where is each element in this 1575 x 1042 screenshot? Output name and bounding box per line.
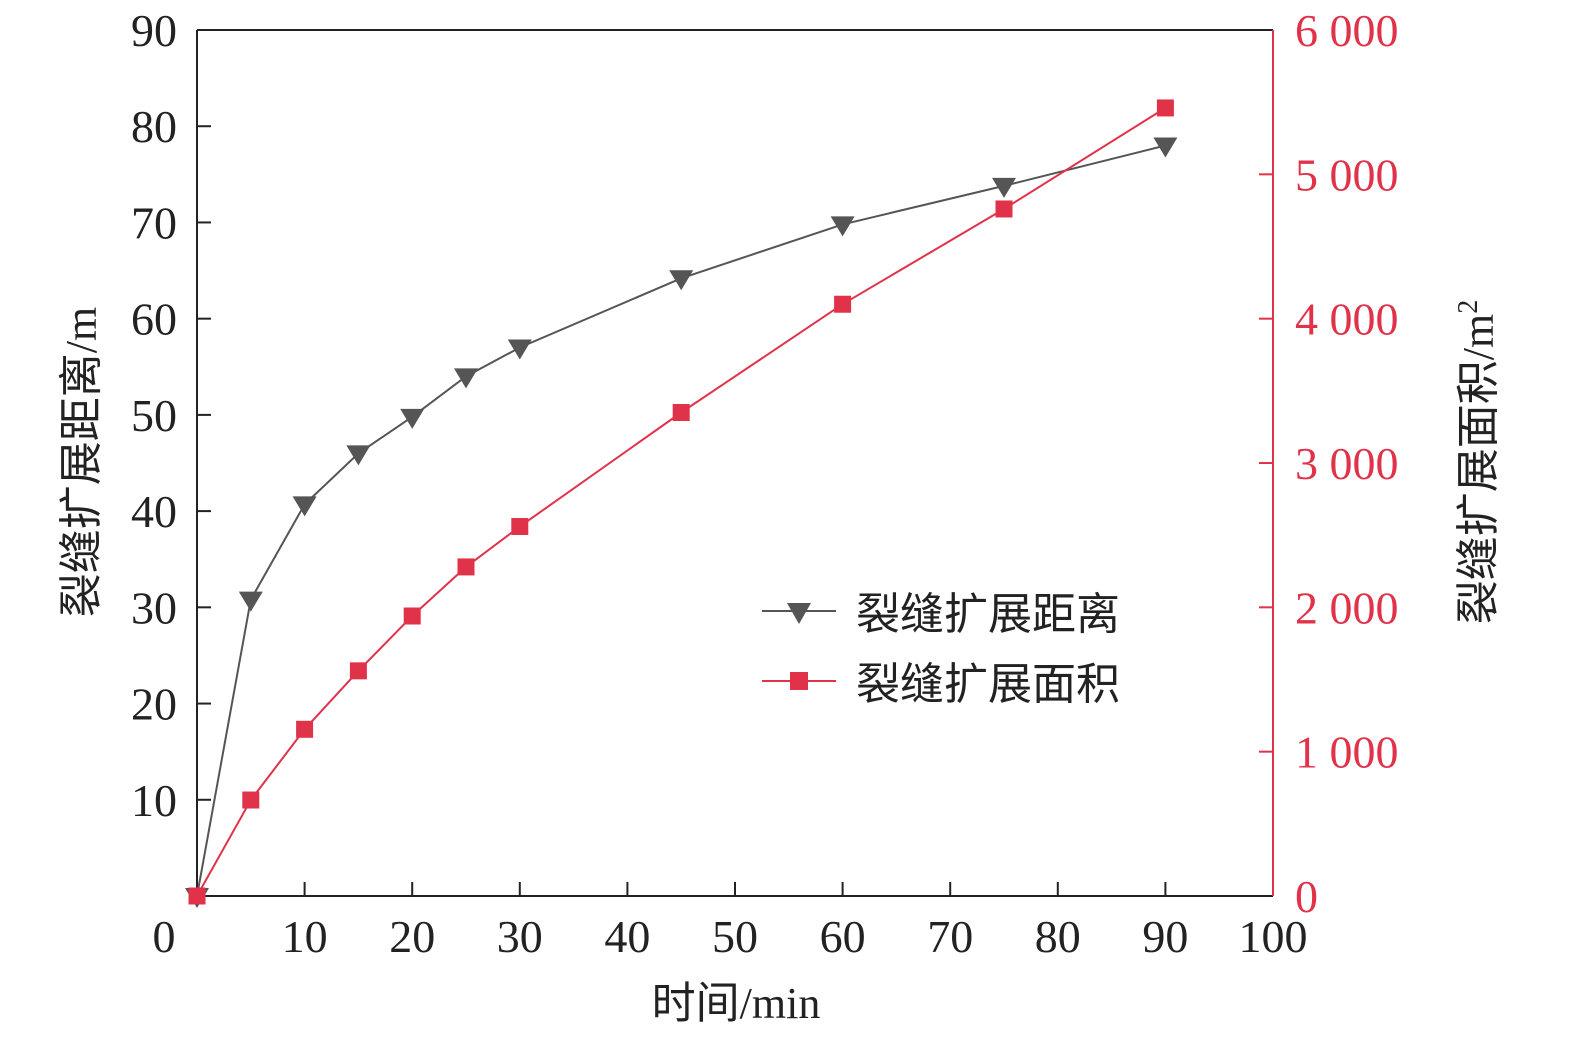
y-right-tick-label: 3 000: [1295, 438, 1399, 489]
y-left-tick-label: 80: [131, 101, 177, 152]
y-axis-right-title-text: 裂缝扩展面积/m: [1454, 314, 1503, 624]
y-left-tick-label: 40: [131, 486, 177, 537]
series-point-area: [403, 607, 421, 625]
series-point-area: [457, 558, 475, 576]
series-point-distance: [400, 408, 425, 429]
x-tick-label: 60: [820, 911, 866, 962]
y-left-tick-label: 50: [131, 390, 177, 441]
series-line-1: [196, 107, 1166, 897]
series-point-area: [834, 295, 852, 313]
x-tick-label: 10: [282, 911, 328, 962]
legend-item-distance: 裂缝扩展距离: [762, 590, 1120, 639]
x-tick-label: 30: [497, 911, 543, 962]
y-left-tick-label: 30: [131, 582, 177, 633]
y-right-tick-label: 0: [1295, 871, 1318, 922]
series-point-distance: [238, 591, 263, 612]
y-left-tick-label: 70: [131, 197, 177, 248]
series-point-distance: [992, 177, 1016, 198]
legend-label-distance: 裂缝扩展距离: [856, 590, 1120, 639]
x-tick-label: 0: [153, 911, 176, 962]
series-layer: [185, 99, 1178, 908]
x-tick-label: 90: [1142, 911, 1188, 962]
y-left-tick-label: 10: [131, 775, 177, 826]
x-tick-label: 50: [712, 911, 758, 962]
series-point-area: [995, 200, 1013, 218]
x-axis-title: 时间/min: [652, 979, 821, 1028]
series-point-area: [242, 791, 260, 809]
series-point-area: [349, 662, 367, 680]
series-point-distance: [830, 216, 855, 237]
legend: 裂缝扩展距离 裂缝扩展面积: [762, 590, 1120, 709]
x-tick-label: 70: [927, 911, 973, 962]
x-tick-label: 40: [604, 911, 650, 962]
series-point-area: [1156, 99, 1174, 117]
series-point-distance: [454, 368, 478, 389]
series-point-area: [188, 887, 206, 905]
series-point-distance: [1153, 137, 1178, 158]
series-line-0: [196, 144, 1166, 897]
y-left-tick-label: 90: [131, 5, 177, 56]
y-right-tick-label: 1 000: [1295, 727, 1399, 778]
y-right-tick-label: 2 000: [1295, 582, 1399, 633]
x-tick-label: 80: [1035, 911, 1081, 962]
y-right-tick-label: 5 000: [1295, 149, 1399, 200]
y-axis-right-title-sup: 2: [1453, 300, 1484, 314]
series-point-area: [511, 518, 529, 536]
y-axis-left-title: 裂缝扩展距离/m: [57, 307, 106, 617]
legend-marker-distance: [787, 603, 811, 624]
y-axis-right-title: 裂缝扩展面积/m2: [1453, 300, 1503, 624]
series-point-area: [672, 403, 690, 421]
y-left-tick-label: 20: [131, 679, 177, 730]
legend-marker-area: [790, 672, 808, 690]
series-point-distance: [292, 496, 317, 517]
legend-item-area: 裂缝扩展面积: [762, 660, 1120, 709]
x-tick-label: 20: [389, 911, 435, 962]
legend-label-area: 裂缝扩展面积: [856, 660, 1120, 709]
x-tick-label: 100: [1239, 911, 1308, 962]
series-point-distance: [346, 445, 371, 466]
series-point-distance: [669, 270, 694, 291]
y-left-tick-label: 60: [131, 294, 177, 345]
series-point-distance: [507, 339, 532, 360]
ticks: 0 10 20 30 40 50 60 70 80 90 100 10 20 30 40 50 60 70 80 90…: [131, 5, 1399, 962]
y-right-tick-label: 4 000: [1295, 294, 1399, 345]
series-point-area: [296, 720, 314, 738]
y-right-tick-label: 6 000: [1295, 5, 1399, 56]
